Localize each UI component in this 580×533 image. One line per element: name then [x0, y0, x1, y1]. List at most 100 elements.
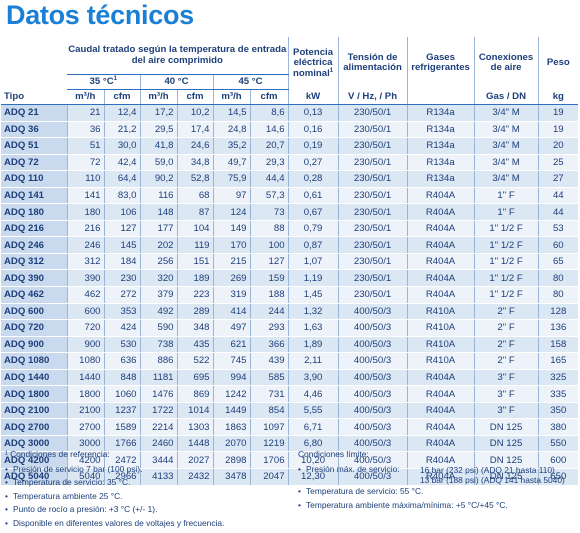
cell-c35: 230	[104, 269, 141, 288]
table-row: ADQ 72 72 42,4 59,0 34,8 49,7 29,3 0,27 230/50/1…	[1, 154, 579, 172]
cell-tipo: ADQ 180	[1, 203, 68, 221]
reference-conditions-heading: ¹ Condiciones de referencia:	[5, 449, 110, 459]
cell-c35: 530	[104, 336, 141, 354]
cell-c35: 64,4	[104, 170, 141, 188]
cell-gas: R404A	[407, 220, 475, 238]
cell-v: 400/50/3	[338, 418, 408, 436]
cell-c40: 435	[177, 336, 214, 354]
cell-kw: 0,67	[288, 203, 339, 221]
cell-c45: 57,3	[250, 187, 289, 205]
cell-v: 400/50/3	[338, 402, 408, 420]
header-gases: Gases refrigerantes	[407, 37, 475, 90]
cell-m35: 1080	[67, 352, 105, 370]
cell-tipo: ADQ 900	[1, 336, 68, 354]
header-temp-35: 35 °C1	[67, 74, 141, 90]
header-temp-45: 45 °C	[213, 74, 289, 90]
cell-m40: 29,5	[140, 121, 178, 139]
cell-m45: 1242	[213, 385, 251, 403]
cell-c35: 42,4	[104, 154, 141, 172]
cell-tipo: ADQ 51	[1, 137, 68, 155]
reference-note: Disponible en diferentes valores de volt…	[5, 517, 285, 531]
cell-m40: 2460	[140, 435, 178, 453]
cell-v: 230/50/1	[338, 187, 408, 205]
cell-v: 400/50/3	[338, 369, 408, 387]
cell-m35: 21	[67, 104, 105, 122]
cell-v: 230/50/1	[338, 137, 408, 155]
cell-m40: 886	[140, 352, 178, 370]
cell-c45: 100	[250, 236, 289, 254]
cell-m45: 24,8	[213, 121, 251, 139]
cell-c45: 159	[250, 269, 289, 288]
cell-con: 3/4" M	[474, 137, 539, 155]
cell-m45: 497	[213, 319, 251, 337]
cell-c45: 1219	[250, 435, 289, 453]
table-row: ADQ 1800 1800 1060 1476 869 1242 731 4,46 400/50…	[1, 385, 579, 403]
cell-tipo: ADQ 246	[1, 236, 68, 254]
header-m3h-45: m³/h	[213, 89, 251, 105]
cell-tipo: ADQ 216	[1, 220, 68, 238]
cell-m35: 2700	[67, 418, 105, 436]
cell-m40: 59,0	[140, 154, 178, 172]
cell-m35: 180	[67, 203, 105, 221]
table-row: ADQ 3000 3000 1766 2460 1448 2070 1219 6,80 400/…	[1, 435, 579, 453]
cell-kw: 1,89	[288, 336, 339, 354]
cell-m35: 216	[67, 220, 105, 238]
header-tipo: Tipo	[1, 89, 67, 105]
cell-c40: 1014	[177, 402, 214, 420]
cell-con: 3/4" M	[474, 170, 539, 188]
cell-m35: 2100	[67, 402, 105, 420]
cell-tipo: ADQ 720	[1, 319, 68, 337]
cell-v: 400/50/3	[338, 352, 408, 370]
cell-v: 400/50/3	[338, 336, 408, 354]
pressure-value-2: 13 bar (188 psi) (ADQ 141 hasta 5040)	[420, 475, 565, 485]
cell-gas: R410A	[407, 336, 475, 354]
cell-kg: 80	[538, 269, 579, 288]
cell-m40: 1181	[140, 369, 178, 387]
cell-gas: R410A	[407, 303, 475, 321]
cell-kg: 20	[538, 137, 579, 155]
cell-gas: R134a	[407, 121, 475, 139]
limit-conditions-heading: Condiciones límite:	[298, 449, 369, 459]
table-row: ADQ 180 180 106 148 87 124 73 0,67 230/50/1 R404A…	[1, 203, 579, 221]
cell-c40: 1448	[177, 435, 214, 453]
cell-c40: 10,2	[177, 104, 214, 122]
header-vhz: V / Hz, / Ph	[338, 89, 408, 105]
cell-v: 400/50/3	[338, 435, 408, 453]
cell-c35: 1237	[104, 402, 141, 420]
header-cfm-40: cfm	[177, 89, 214, 105]
cell-m45: 49,7	[213, 154, 251, 172]
cell-kg: 44	[538, 187, 579, 205]
cell-kw: 1,63	[288, 319, 339, 337]
cell-v: 230/50/1	[338, 121, 408, 139]
cell-con: 3" F	[474, 402, 539, 420]
cell-c40: 17,4	[177, 121, 214, 139]
table-row: ADQ 1080 1080 636 886 522 745 439 2,11 400/50/3 R…	[1, 352, 579, 370]
cell-gas: R410A	[407, 352, 475, 370]
cell-c35: 145	[104, 236, 141, 254]
cell-tipo: ADQ 390	[1, 269, 68, 288]
cell-m35: 36	[67, 121, 105, 139]
cell-m35: 3000	[67, 435, 105, 453]
cell-m35: 600	[67, 303, 105, 321]
cell-c40: 104	[177, 220, 214, 238]
cell-kg: 25	[538, 154, 579, 172]
cell-m35: 462	[67, 286, 105, 304]
cell-c45: 439	[250, 352, 289, 370]
cell-tipo: ADQ 1800	[1, 385, 68, 403]
cell-c35: 272	[104, 286, 141, 304]
cell-c45: 127	[250, 253, 289, 271]
cell-kw: 6,80	[288, 435, 339, 453]
cell-v: 230/50/1	[338, 170, 408, 188]
cell-m35: 51	[67, 137, 105, 155]
cell-m45: 97	[213, 187, 251, 205]
table-row: ADQ 2100 2100 1237 1722 1014 1449 854 5,55 400/5…	[1, 402, 579, 420]
cell-kw: 5,55	[288, 402, 339, 420]
cell-kg: 325	[538, 369, 579, 387]
cell-kw: 0,61	[288, 187, 339, 205]
pressure-label: Presión máx. de servicio:	[306, 463, 400, 474]
header-peso: Peso	[546, 57, 570, 68]
cell-kg: 158	[538, 336, 579, 354]
cell-m45: 621	[213, 336, 251, 354]
cell-con: 1" 1/2 F	[474, 220, 539, 238]
cell-c35: 184	[104, 253, 141, 271]
